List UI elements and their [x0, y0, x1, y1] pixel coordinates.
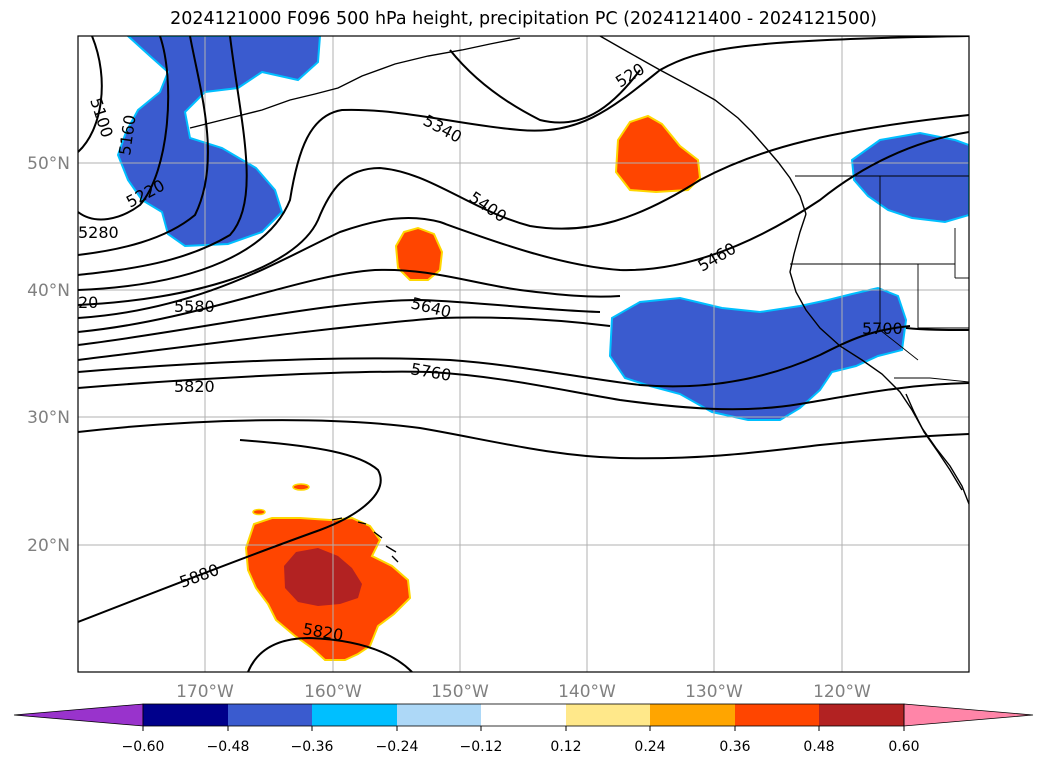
contour-label: 20 — [78, 293, 98, 312]
west-coast — [789, 213, 969, 505]
gridlines — [78, 36, 969, 672]
alaska-panhandle-coast — [599, 36, 807, 215]
contour-label: 5880 — [177, 560, 222, 592]
contour-label: 5820 — [174, 377, 215, 396]
contour-5580 — [78, 298, 601, 346]
lon-label: 120°W — [813, 682, 871, 702]
lon-label: 170°W — [176, 682, 234, 702]
contour-5760 — [78, 370, 969, 411]
contour-5460 — [78, 131, 969, 319]
precip-area-hawaii-core — [284, 548, 362, 606]
contour-5700 — [78, 325, 911, 388]
map-title: 2024121000 F096 500 hPa height, precipit… — [170, 9, 877, 29]
precip-area-gulf-alaska — [614, 114, 702, 194]
contour-label: 5640 — [409, 293, 453, 321]
contour-label: 520 — [612, 59, 648, 91]
alaska-coast — [189, 37, 521, 129]
precip-area-aleutian — [116, 36, 322, 248]
precip-speck-2 — [252, 508, 266, 516]
colorbar-tick-label: −0.24 — [376, 739, 419, 755]
contour-label: 5760 — [409, 359, 452, 385]
colorbar-bin — [312, 704, 397, 726]
latitude-labels: 50°N 40°N 30°N 20°N — [27, 154, 70, 556]
borders — [790, 175, 969, 383]
contour-top-ak — [449, 49, 641, 124]
contour-5820-south — [247, 636, 413, 672]
colorbar: −0.60 −0.48 −0.36 −0.24 −0.12 0.12 0.24 … — [13, 703, 1034, 755]
colorbar-bin — [819, 704, 904, 726]
colorbar-tick-label: 0.24 — [634, 739, 665, 755]
colorbar-bin — [566, 704, 650, 726]
contour-5880 — [78, 439, 382, 623]
lat-label: 50°N — [27, 154, 70, 174]
colorbar-low-extension — [13, 703, 144, 727]
contour-label: 5700 — [862, 319, 903, 338]
lon-label: 150°W — [431, 682, 489, 702]
colorbar-bin — [143, 704, 228, 726]
colorbar-bin — [650, 704, 735, 726]
lon-label: 160°W — [304, 682, 362, 702]
longitude-labels: 170°W 160°W 150°W 140°W 130°W 120°W — [176, 682, 871, 702]
colorbar-bin — [735, 704, 819, 726]
map-frame — [77, 35, 970, 673]
lat-label: 40°N — [27, 281, 70, 301]
lon-label: 130°W — [685, 682, 743, 702]
contour-label: 5400 — [466, 188, 510, 227]
lat-label: 20°N — [27, 536, 70, 556]
colorbar-tick-label: 0.60 — [888, 739, 919, 755]
map-panel: 5100 5160 5220 5280 20 5580 5340 5400 56… — [78, 36, 969, 672]
colorbar-bin — [228, 704, 312, 726]
contour-5280 — [78, 36, 248, 276]
contour-5640 — [78, 316, 969, 361]
colorbar-tick-label: −0.12 — [460, 739, 503, 755]
coastlines — [189, 36, 969, 563]
colorbar-tick-label: 0.48 — [803, 739, 834, 755]
precip-area-california — [608, 286, 908, 421]
contour-5820 — [78, 419, 969, 460]
contour-5400 — [78, 114, 969, 306]
contour-label: 5460 — [695, 239, 740, 276]
height-contours — [78, 36, 969, 672]
colorbar-bin — [397, 704, 481, 726]
colorbar-tick-label: 0.12 — [550, 739, 581, 755]
contour-label: 5580 — [174, 297, 215, 316]
colorbar-ticks — [142, 726, 905, 731]
colorbar-bin — [481, 704, 566, 726]
positive-precip-areas — [244, 114, 702, 661]
contour-5100 — [78, 36, 103, 153]
baja-coast — [905, 393, 963, 491]
contour-5340 — [78, 36, 969, 291]
colorbar-tick-label: −0.36 — [291, 739, 334, 755]
hawaii-islands — [331, 517, 399, 563]
precip-speck-1 — [292, 483, 310, 491]
colorbar-tick-label: 0.36 — [719, 739, 750, 755]
colorbar-frame — [142, 703, 905, 727]
precip-area-central-pacific — [394, 226, 444, 281]
colorbar-high-extension — [903, 703, 1034, 727]
colorbar-tick-label: −0.48 — [207, 739, 250, 755]
contour-label: 5280 — [78, 223, 119, 242]
contour-label: 5340 — [420, 111, 465, 147]
contour-5160 — [78, 36, 170, 221]
contour-5520 — [78, 268, 621, 333]
lat-label: 30°N — [27, 408, 70, 428]
contour-5220 — [78, 36, 209, 256]
lon-label: 140°W — [558, 682, 616, 702]
colorbar-tick-label: −0.60 — [122, 739, 165, 755]
precip-area-northwest-us — [850, 131, 969, 224]
